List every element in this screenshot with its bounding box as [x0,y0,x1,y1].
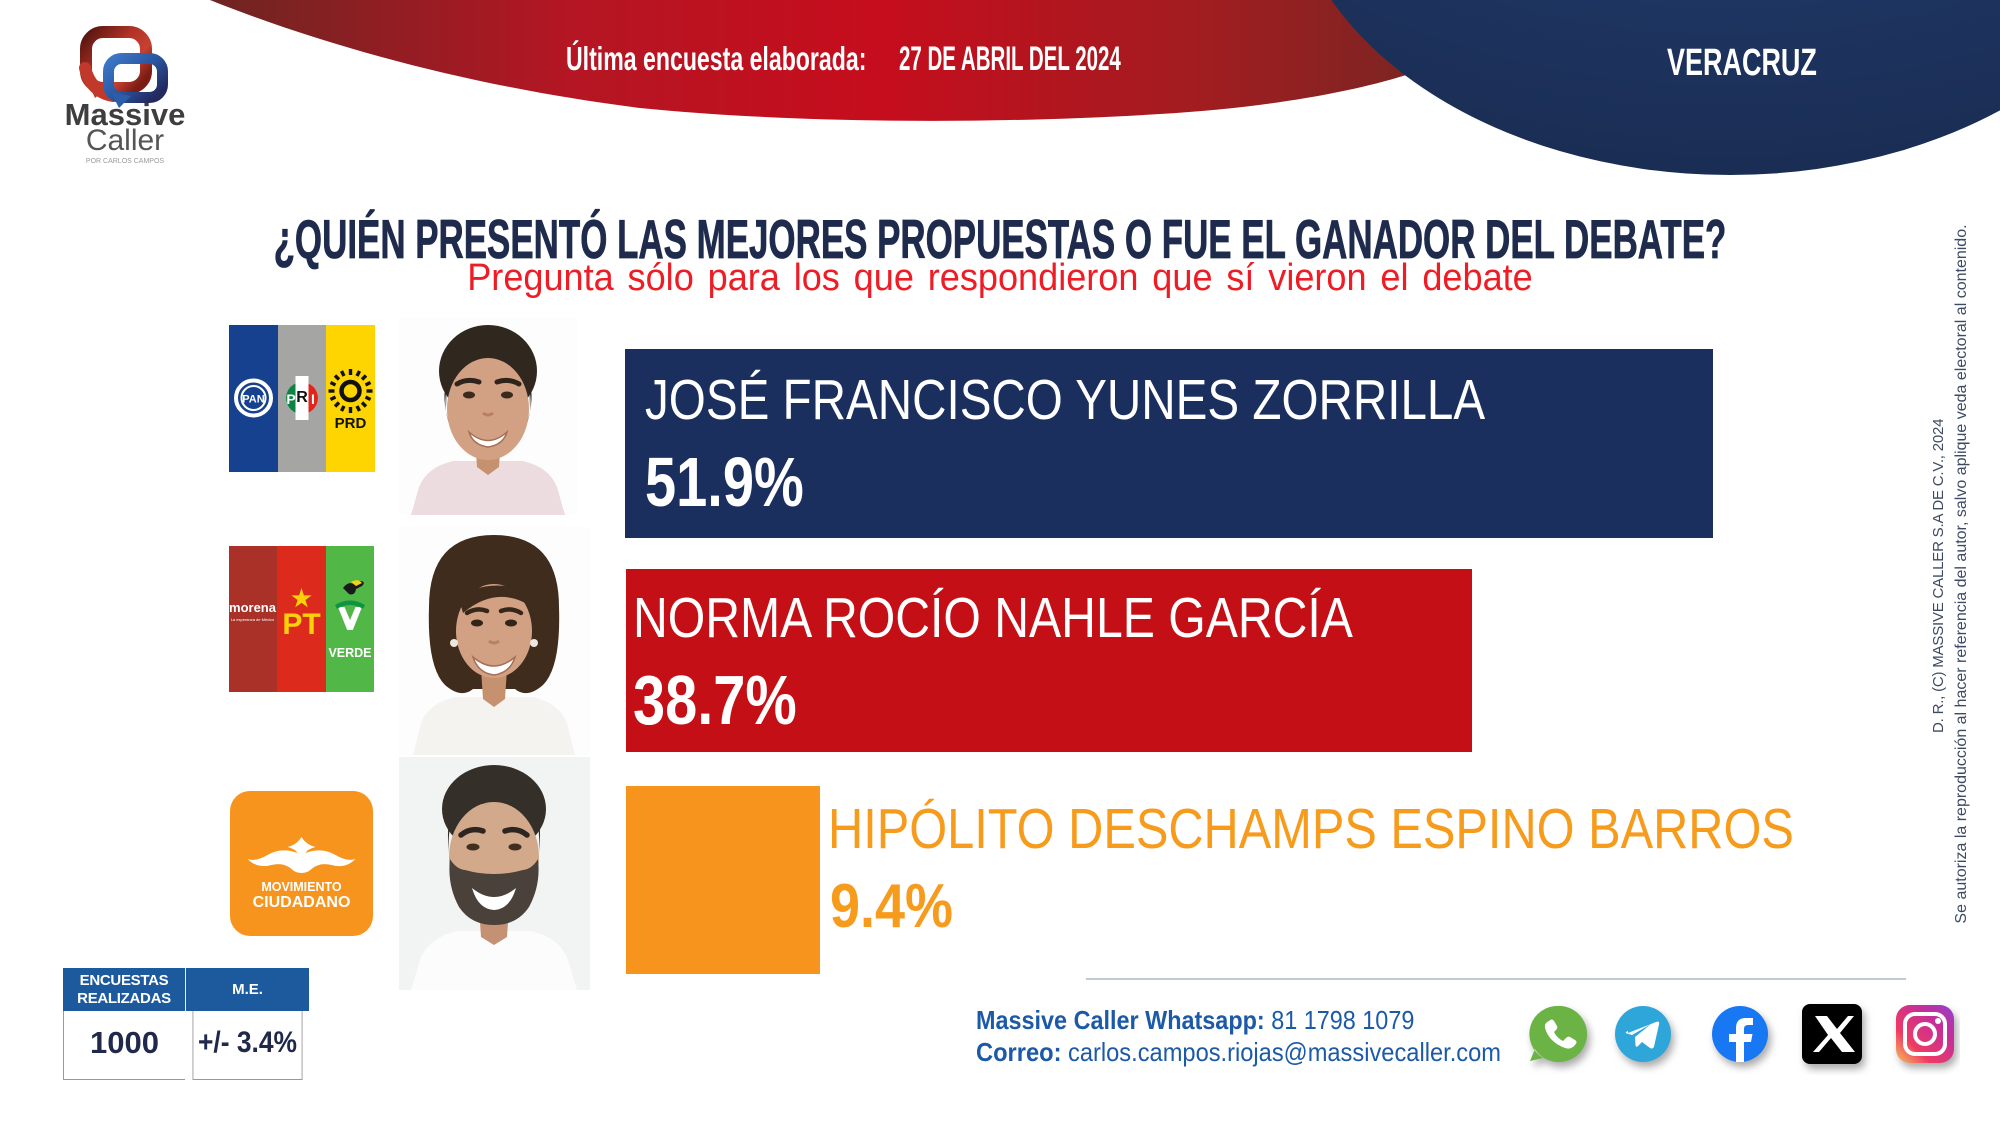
svg-text:R: R [296,389,308,406]
svg-text:MOVIMIENTO: MOVIMIENTO [261,880,342,894]
svg-text:I: I [311,391,315,407]
svg-text:morena: morena [229,600,277,615]
svg-text:La esperanza de México: La esperanza de México [231,617,275,622]
svg-text:PT: PT [282,608,320,641]
svg-text:PRD: PRD [335,415,367,432]
svg-text:PAN: PAN [242,394,264,406]
svg-text:P: P [286,391,295,407]
svg-text:VERDE: VERDE [328,646,371,660]
svg-text:CIUDADANO: CIUDADANO [253,894,351,911]
